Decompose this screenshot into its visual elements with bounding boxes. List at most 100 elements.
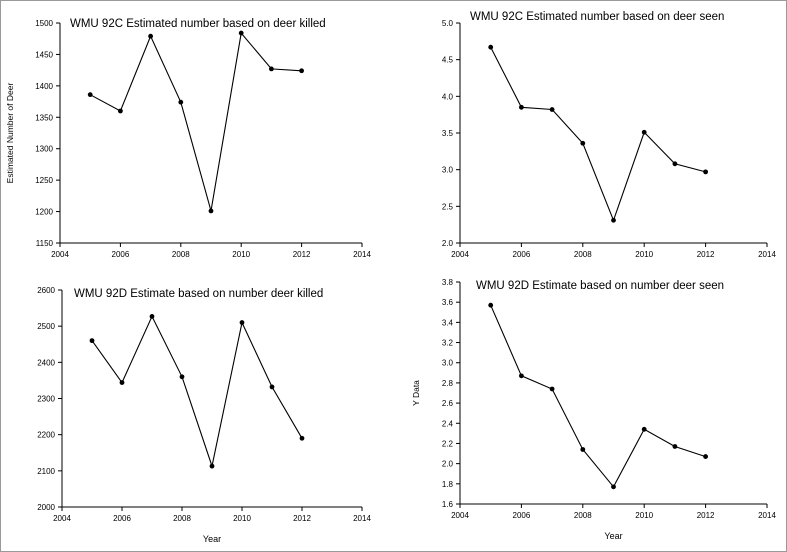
y-tick-label: 3.6 (442, 298, 454, 307)
chart-title: WMU 92D Estimate based on number deer ki… (74, 288, 323, 300)
y-tick-label: 1350 (35, 113, 53, 122)
x-tick-label: 2008 (574, 511, 592, 520)
x-tick-label: 2006 (112, 250, 130, 259)
y-tick-label: 3.8 (442, 278, 454, 287)
y-tick-label: 4.5 (442, 56, 454, 65)
chart-panel-4: 1.6 1.8 2.0 2.2 2.4 2.6 2.8 3.0 3.2 3.4 3.6 3.8 2004… (411, 278, 776, 541)
y-tick-label: 3.0 (442, 359, 454, 368)
data-point-2007 (149, 314, 155, 319)
y-tick-label: 2300 (37, 395, 55, 404)
x-tick-label: 2010 (635, 250, 653, 259)
y-tick-label: 1.8 (442, 480, 454, 489)
x-tick-label: 2012 (293, 250, 311, 259)
y-tick-label: 5.0 (442, 19, 454, 28)
data-point-2010 (641, 426, 647, 432)
x-tick-label: 2008 (173, 514, 191, 523)
data-point-2007 (549, 386, 555, 392)
x-tick-label: 2014 (758, 511, 776, 520)
data-point-2005 (488, 302, 494, 308)
y-tick-label: 1500 (35, 19, 53, 28)
y-tick-label: 1150 (36, 239, 54, 248)
y-tick-label: 3.5 (442, 129, 454, 138)
data-point-2008 (179, 374, 185, 380)
x-tick-label: 2008 (574, 250, 592, 259)
data-point-2007 (549, 107, 555, 112)
x-tick-label: 2006 (513, 511, 531, 520)
data-point-2009 (611, 484, 616, 490)
x-tick-label: 2006 (113, 514, 131, 523)
chart-title: WMU 92D Estimate based on number deer se… (476, 280, 724, 292)
data-point-2007 (148, 33, 154, 39)
y-tick-label: 1450 (35, 50, 53, 59)
data-point-2012 (299, 68, 304, 74)
y-tick-label: 1400 (35, 82, 53, 91)
x-tick-label: 2012 (697, 250, 715, 259)
y-tick-label: 1200 (35, 208, 53, 217)
y-tick-label: 2200 (37, 431, 55, 440)
data-point-2011 (672, 444, 678, 449)
data-point-2005 (488, 44, 494, 50)
x-tick-label: 2006 (513, 250, 531, 259)
y-tick-label: 2000 (37, 503, 55, 512)
data-point-2011 (269, 66, 274, 72)
data-point-2008 (580, 447, 586, 452)
x-tick-label: 2008 (172, 250, 190, 259)
data-point-2008 (580, 140, 586, 146)
y-tick-label: 3.2 (442, 339, 454, 348)
x-tick-label: 2004 (51, 250, 69, 259)
data-point-2011 (269, 384, 275, 390)
data-point-2006 (519, 104, 524, 110)
data-point-2006 (118, 108, 123, 114)
y-axis-label: Estimated Number of Deer (5, 83, 15, 184)
data-point-2010 (238, 30, 244, 36)
data-point-2012 (703, 454, 708, 459)
data-point-2009 (208, 208, 214, 214)
x-tick-label: 2010 (232, 250, 250, 259)
chart-title: WMU 92C Estimated number based on deer k… (70, 18, 326, 30)
data-point-2008 (178, 99, 184, 105)
y-tick-label: 2.0 (442, 239, 454, 248)
y-tick-label: 2100 (37, 467, 55, 476)
y-tick-label: 2600 (37, 286, 55, 295)
chart-panel-2: 2.0 2.5 3.0 3.5 4.0 4.5 5.0 2004 2006 2008 2010 201… (442, 11, 777, 259)
y-tick-label: 2.0 (442, 460, 454, 469)
chart-panel-3: 2000 2100 2200 2300 2400 2500 2600 2004 2006 2008… (37, 286, 371, 544)
x-tick-label: 2012 (293, 514, 311, 523)
x-tick-label: 2014 (353, 514, 371, 523)
series-line (91, 315, 303, 469)
data-point-2012 (703, 169, 708, 175)
y-tick-label: 2.2 (442, 439, 454, 448)
x-tick-label: 2004 (53, 514, 71, 523)
x-tick-label: 2014 (758, 250, 776, 259)
x-axis-label: Year (604, 531, 622, 541)
x-tick-label: 2004 (451, 250, 469, 259)
y-tick-label: 3.0 (442, 166, 454, 175)
y-tick-label: 1300 (35, 145, 53, 154)
y-tick-label: 2.5 (442, 202, 454, 211)
x-tick-label: 2004 (451, 511, 469, 520)
y-tick-label: 2.6 (442, 399, 454, 408)
y-tick-label: 3.4 (442, 318, 454, 327)
chart-panel-1: 1150 1200 1250 1300 1350 1400 1450 1500 2004 2006… (5, 18, 371, 259)
data-point-2010 (641, 129, 647, 135)
y-tick-label: 4.0 (442, 92, 454, 101)
chart-title: WMU 92C Estimated number based on deer s… (470, 11, 724, 23)
y-tick-label: 2.8 (442, 379, 454, 388)
data-point-2006 (519, 373, 524, 379)
y-tick-label: 2500 (37, 322, 55, 331)
series-line (490, 304, 706, 488)
data-point-2009 (209, 463, 215, 469)
x-tick-label: 2012 (697, 511, 715, 520)
data-point-2006 (119, 380, 125, 385)
y-tick-label: 1.6 (442, 500, 454, 509)
data-point-2011 (672, 161, 678, 167)
data-point-2005 (89, 338, 95, 344)
data-point-2010 (239, 320, 245, 325)
series-line (490, 46, 706, 222)
y-axis-label: Y Data (411, 380, 421, 406)
data-point-2009 (611, 217, 616, 223)
y-tick-label: 2.4 (442, 419, 454, 428)
x-tick-label: 2010 (233, 514, 251, 523)
x-tick-label: 2014 (353, 250, 371, 259)
